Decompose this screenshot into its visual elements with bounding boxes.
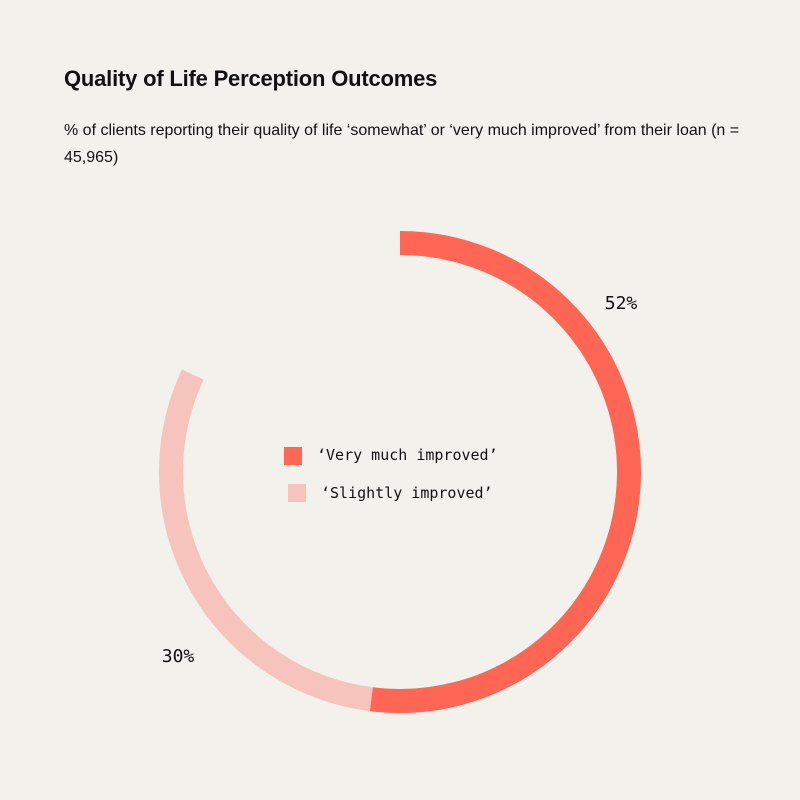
value-label-very-much-improved: 52% <box>605 293 638 314</box>
legend-swatch-very-much-improved <box>284 447 302 465</box>
value-label-slightly-improved: 30% <box>162 646 195 667</box>
chart-subtitle: % of clients reporting their quality of … <box>64 122 740 166</box>
legend-swatch-slightly-improved <box>288 484 306 502</box>
arc-slightly-improved <box>159 369 373 712</box>
legend-label-very-much-improved: ‘Very much improved’ <box>317 446 498 464</box>
arc-very-much-improved <box>369 231 641 713</box>
donut-arcs <box>159 231 641 713</box>
chart-title: Quality of Life Perception Outcomes <box>64 66 438 91</box>
legend: ‘Very much improved’ ‘Slightly improved’ <box>284 446 498 502</box>
legend-label-slightly-improved: ‘Slightly improved’ <box>321 484 493 502</box>
